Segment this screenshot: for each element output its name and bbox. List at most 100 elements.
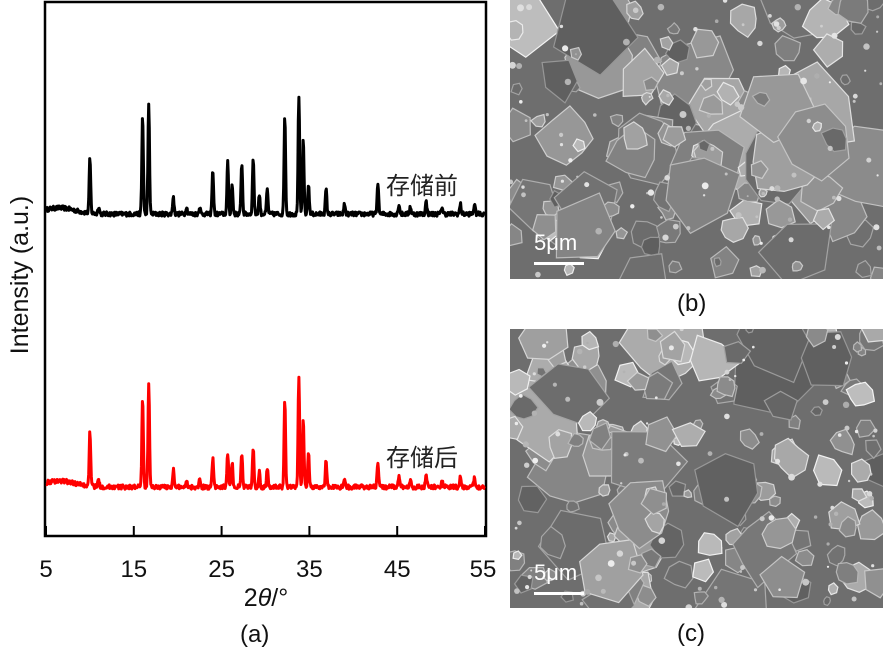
sem-particle	[713, 257, 722, 268]
sem-speck	[668, 345, 674, 351]
sem-speck	[864, 69, 867, 72]
sem-particle	[510, 222, 523, 247]
sem-particle	[851, 458, 872, 483]
sem-particle	[609, 113, 624, 128]
sem-speck	[737, 104, 745, 111]
sem-particle	[512, 550, 523, 561]
sem-speck	[653, 56, 661, 64]
sem-speck	[559, 132, 564, 137]
sem-particle	[668, 480, 687, 497]
sem-speck	[724, 172, 728, 176]
sem-particle	[660, 57, 680, 76]
sem-speck	[527, 574, 532, 580]
sem-speck	[542, 343, 547, 348]
sem-speck	[832, 345, 837, 349]
sem-particle	[692, 558, 715, 583]
sem-particle	[517, 485, 548, 514]
scale-bar-b	[534, 262, 584, 265]
sem-speck	[584, 182, 590, 188]
sem-particle	[563, 262, 575, 277]
sem-speck	[645, 422, 649, 425]
sem-particle	[662, 125, 687, 148]
sem-particle	[666, 21, 681, 35]
sem-particle	[829, 428, 855, 456]
sem-speck	[863, 43, 870, 50]
sem-speck	[759, 266, 766, 274]
sem-particle	[532, 213, 557, 241]
sem-speck	[710, 146, 715, 151]
sem-particle	[739, 428, 760, 450]
sem-particle	[623, 121, 648, 150]
sem-particle	[820, 127, 847, 153]
sem-speck	[565, 396, 571, 402]
sem-particle	[668, 260, 683, 274]
sem-speck	[701, 182, 709, 190]
sem-particle	[510, 82, 523, 96]
sem-speck	[647, 189, 655, 196]
sem-particle	[671, 422, 706, 448]
sem-speck	[814, 73, 820, 79]
sem-speck	[768, 14, 772, 18]
x-axis-label-prefix: 2	[244, 584, 258, 612]
sem-particle	[510, 0, 561, 58]
sem-particle	[698, 93, 724, 115]
sem-speck	[552, 382, 557, 387]
sem-speck	[706, 113, 711, 118]
sem-speck	[769, 186, 775, 192]
sem-speck	[679, 71, 684, 76]
sem-speck	[658, 537, 666, 544]
sem-speck	[616, 550, 624, 557]
sem-speck	[739, 570, 743, 573]
y-axis-label: Intensity (a.u.)	[6, 196, 34, 354]
sem-speck	[579, 601, 584, 606]
sem-speck	[576, 175, 579, 178]
sem-particle	[823, 596, 832, 607]
sem-particle	[729, 3, 757, 39]
sem-speck	[873, 428, 878, 433]
sem-speck	[759, 432, 764, 436]
sem-speck	[514, 421, 519, 426]
sem-particle	[869, 266, 883, 279]
sem-speck	[788, 473, 795, 481]
sem-speck	[852, 99, 856, 103]
sem-speck	[714, 585, 718, 590]
sem-speck	[657, 3, 665, 11]
sem-particle	[710, 245, 740, 279]
sem-particle	[716, 81, 740, 106]
sem-speck	[664, 175, 670, 181]
sem-speck	[631, 560, 637, 566]
sem-speck	[521, 192, 526, 198]
sem-particle	[698, 139, 711, 153]
sem-particle	[827, 582, 839, 596]
sem-particle	[694, 568, 767, 608]
sem-speck	[510, 179, 514, 185]
sem-speck	[521, 185, 525, 189]
sem-speck	[632, 7, 639, 14]
plot-frame	[43, 0, 488, 538]
sem-speck	[740, 565, 746, 570]
sem-speck	[773, 21, 780, 27]
sem-speck	[757, 40, 763, 47]
sem-speck	[759, 241, 763, 245]
sem-speck	[648, 95, 651, 98]
sem-speck	[774, 185, 781, 192]
x-tick-label-45: 45	[384, 556, 411, 583]
sem-image-after: 5μm	[510, 329, 883, 608]
sem-particle	[510, 107, 531, 143]
sem-particle	[581, 330, 600, 351]
sem-speck	[532, 457, 539, 464]
sem-speck	[595, 574, 602, 582]
sem-particle	[646, 329, 664, 343]
sem-particle	[658, 89, 675, 106]
sem-speck	[695, 67, 699, 71]
sem-speck	[806, 118, 811, 124]
sem-particle	[510, 368, 531, 396]
sem-speck	[869, 472, 873, 476]
sem-speck	[559, 24, 564, 29]
sem-particle	[845, 381, 876, 407]
x-tick-label-15: 15	[120, 556, 147, 583]
sem-speck	[517, 4, 524, 12]
sem-speck	[742, 358, 746, 362]
sem-particle	[619, 253, 667, 279]
sem-speck	[623, 453, 627, 457]
